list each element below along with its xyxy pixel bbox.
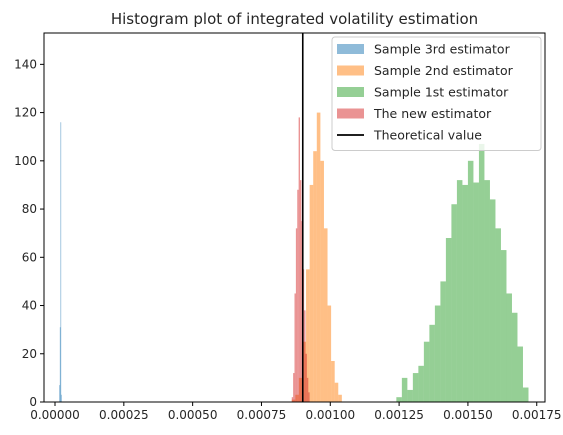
histogram-bar [305,353,307,402]
y-tick-label: 140 [14,57,37,71]
histogram-bar [445,238,452,402]
histogram-bar [300,180,302,402]
histogram-bar [293,373,295,402]
x-tick-label: 0.00150 [443,408,493,422]
histogram-bar [396,397,402,402]
histogram-bar [316,112,321,402]
histogram-bar [313,151,317,402]
legend: Sample 3rd estimator Sample 2nd estimator… [331,36,542,151]
histogram-bar [517,346,523,402]
legend-label: Theoretical value [373,128,482,143]
histogram-bar [323,228,328,402]
histogram-bar [407,389,413,402]
bars-layer [59,112,529,403]
legend-swatch [337,108,364,119]
histogram-bar [495,228,501,402]
y-tick-label: 100 [14,154,37,168]
y-tick-label: 80 [22,202,37,216]
legend-swatch [337,87,364,97]
histogram-bar [304,310,306,402]
x-tick-label: 0.00175 [512,408,562,422]
histogram-bar [522,387,529,402]
series-0 [59,122,62,403]
histogram-bar [308,392,310,402]
x-tick-label: 0.00025 [99,408,149,422]
x-tick-label: 0.00075 [237,408,287,422]
histogram-bar [478,143,485,402]
histogram-bar [298,117,301,402]
y-tick-label: 60 [22,250,37,264]
histogram-bar [467,160,474,402]
y-tick-label: 40 [22,299,37,313]
y-tick-label: 20 [22,347,37,361]
histogram-bar [456,180,463,402]
histogram-bar [334,382,339,402]
histogram-bar [462,184,468,402]
y-tick-label: 0 [29,395,37,409]
x-axis: 0.00000 0.00025 0.00050 0.00075 0.00100 0.001… [30,402,562,422]
chart-title: Histogram plot of integrated volatility … [111,10,478,28]
legend-label: The new estimator [373,106,492,121]
histogram-bar [451,204,457,402]
legend-label: Sample 2nd estimator [374,63,514,78]
histogram-bar [418,365,424,402]
histogram-bar [59,385,61,402]
legend-swatch [337,65,364,76]
y-axis: 0 20 40 60 80 100 120 140 [14,57,44,409]
legend-swatch [337,44,364,54]
histogram-bar [59,327,61,402]
histogram-bar [338,394,342,402]
histogram-bar [294,293,296,402]
series-2 [396,143,529,402]
histogram-bar [297,189,299,402]
histogram-bar [506,293,512,402]
histogram-bar [60,394,62,402]
histogram-bar [440,281,446,402]
legend-label: Sample 1st estimator [374,85,509,100]
legend-label: Sample 3rd estimator [374,42,511,57]
histogram-bar [500,250,507,402]
x-tick-label: 0.00100 [305,408,355,422]
histogram-bar [306,377,309,402]
y-tick-label: 120 [14,106,37,120]
x-tick-label: 0.00125 [374,408,424,422]
histogram-bar [60,122,62,403]
histogram-bar [306,269,310,402]
histogram-bar [320,160,324,402]
histogram-bar [429,324,435,402]
histogram-bar [309,184,314,402]
histogram-bar [331,361,335,402]
histogram-bar [489,199,496,402]
histogram-bar [423,341,430,402]
plot-frame [43,32,546,403]
histogram-bar [434,305,441,402]
histogram-bar [484,180,490,402]
histogram-bar [473,182,479,402]
histogram-bar [327,305,332,402]
legend-box [331,36,542,151]
histogram-bar [412,373,419,402]
x-tick-label: 0.00000 [30,408,80,422]
histogram-bar [401,377,408,402]
x-tick-label: 0.00050 [168,408,218,422]
histogram-bar [511,312,518,402]
histogram-bar [295,228,298,402]
histogram-bar [291,397,294,402]
